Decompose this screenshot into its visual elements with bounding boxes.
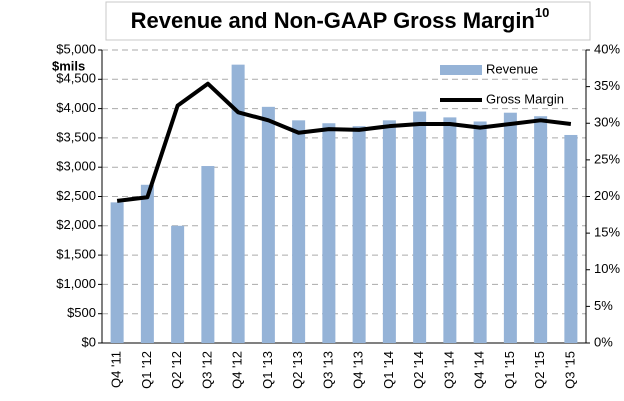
y-tick-label: $3,500	[56, 129, 96, 144]
y-tick-label: $5,000	[56, 41, 96, 56]
x-tick-label: Q4 '13	[351, 351, 366, 389]
x-tick-label: Q2 '12	[169, 351, 184, 389]
bar	[352, 126, 366, 344]
bar	[231, 64, 245, 344]
y2-tick-label: 40%	[594, 41, 620, 56]
legend-swatch	[440, 65, 482, 75]
y-tick-label: $2,000	[56, 217, 96, 232]
title-box	[105, 1, 591, 41]
y-tick-label: $4,500	[56, 71, 96, 86]
bar	[413, 111, 427, 343]
title-text: Revenue and Non-GAAP Gross Margin	[131, 8, 535, 33]
x-tick-label: Q2 '14	[411, 351, 426, 389]
y2-tick-label: 10%	[594, 261, 620, 276]
y-tick-label: $0	[82, 334, 96, 349]
line	[116, 81, 572, 203]
legend-label: Revenue	[486, 61, 538, 76]
x-tick-label: Q3 '15	[562, 351, 577, 389]
y-tick-label: $2,500	[56, 188, 96, 203]
bar	[110, 202, 124, 343]
x-tick-label: Q1 '12	[139, 351, 154, 389]
bar	[382, 120, 396, 343]
y2-tick-label: 5%	[594, 298, 613, 313]
bar	[564, 134, 578, 343]
x-tick-label: Q3 '13	[320, 351, 335, 389]
bar	[171, 225, 185, 343]
bar	[503, 112, 517, 344]
y-tick-label: $1,000	[56, 276, 96, 291]
bar	[140, 184, 154, 343]
y-tick-label: $4,000	[56, 100, 96, 115]
bar	[201, 166, 215, 343]
x-tick-label: Q4 '14	[472, 351, 487, 389]
y-tick-label: $500	[67, 305, 96, 320]
x-tick-label: Q1 '13	[260, 351, 275, 389]
y2-tick-label: 25%	[594, 151, 620, 166]
bar	[261, 106, 275, 343]
x-tick-label: Q3 '12	[199, 351, 214, 389]
y2-tick-label: 30%	[594, 115, 620, 130]
x-tick-label: Q1 '14	[381, 351, 396, 389]
x-tick-label: Q2 '13	[290, 351, 305, 389]
y2-tick-label: 15%	[594, 225, 620, 240]
y-axis-label: $mils	[52, 58, 85, 73]
bar	[443, 117, 457, 343]
bar	[292, 120, 306, 343]
x-tick-label: Q4 '11	[109, 351, 124, 388]
x-tick-label: Q3 '14	[441, 351, 456, 389]
y-tick-label: $1,500	[56, 247, 96, 262]
legend-label: Gross Margin	[486, 91, 564, 106]
bar	[534, 116, 548, 343]
y2-tick-label: 35%	[594, 78, 620, 93]
y-tick-label: $3,000	[56, 159, 96, 174]
x-tick-label: Q1 '15	[502, 351, 517, 389]
bar	[322, 123, 336, 343]
bar	[473, 121, 487, 343]
y2-tick-label: 20%	[594, 188, 620, 203]
x-tick-label: Q2 '15	[532, 351, 547, 389]
chart-title: Revenue and Non-GAAP Gross Margin10	[131, 5, 550, 32]
x-tick-label: Q4 '12	[230, 351, 245, 389]
y2-tick-label: 0%	[594, 334, 613, 349]
title-superscript: 10	[535, 5, 549, 20]
